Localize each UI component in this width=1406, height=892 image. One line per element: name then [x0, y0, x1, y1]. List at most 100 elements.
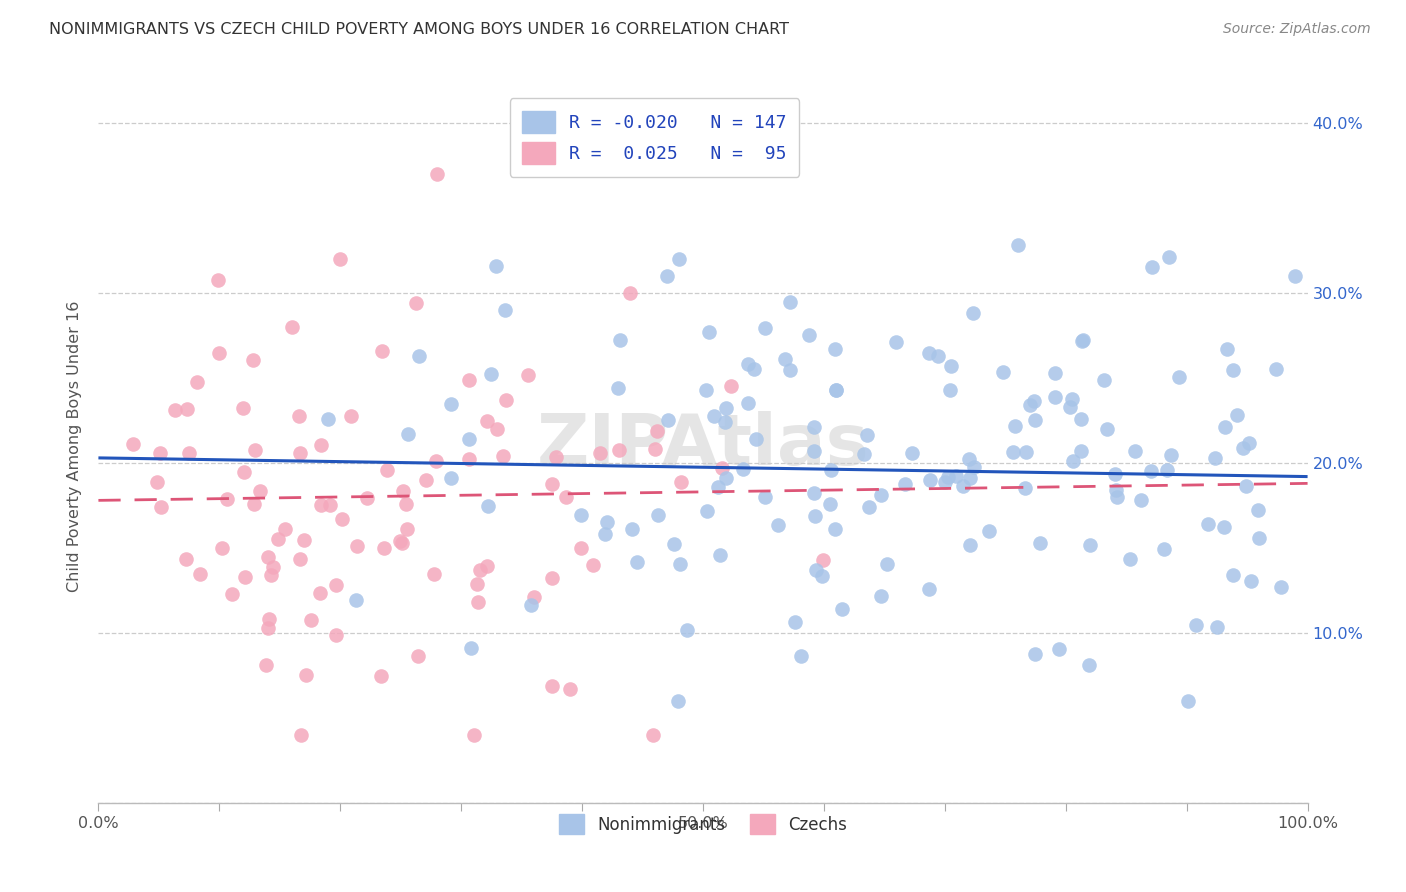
Point	[146, 475, 169, 489]
Point	[176, 401, 198, 416]
Point	[232, 465, 254, 479]
Point	[294, 668, 316, 682]
Point	[465, 577, 488, 591]
Point	[259, 611, 281, 625]
Point	[339, 409, 361, 424]
Point	[207, 273, 229, 287]
Point	[388, 534, 411, 549]
Point	[593, 527, 616, 541]
Point	[606, 380, 628, 394]
Point	[457, 373, 479, 387]
Point	[243, 497, 266, 511]
Point	[803, 444, 825, 458]
Point	[309, 586, 332, 600]
Point	[779, 362, 801, 376]
Point	[468, 563, 491, 577]
Point	[1212, 520, 1234, 534]
Point	[555, 491, 578, 505]
Point	[918, 346, 941, 360]
Point	[477, 413, 499, 427]
Point	[149, 500, 172, 515]
Point	[396, 426, 419, 441]
Point	[408, 349, 430, 363]
Point	[288, 409, 311, 423]
Point	[215, 491, 238, 506]
Point	[1249, 532, 1271, 546]
Point	[1215, 342, 1237, 356]
Legend: Nonimmigrants, Czechs: Nonimmigrants, Czechs	[553, 807, 853, 841]
Point	[939, 359, 962, 374]
Point	[405, 296, 427, 310]
Point	[415, 473, 437, 487]
Point	[1167, 370, 1189, 384]
Point	[1232, 441, 1254, 455]
Point	[1078, 657, 1101, 672]
Point	[714, 471, 737, 485]
Point	[1071, 333, 1094, 347]
Point	[596, 515, 619, 529]
Point	[870, 589, 893, 603]
Point	[299, 613, 322, 627]
Point	[329, 252, 352, 266]
Point	[426, 167, 449, 181]
Point	[188, 566, 211, 581]
Point	[517, 368, 540, 383]
Point	[1047, 641, 1070, 656]
Point	[963, 459, 986, 474]
Point	[1059, 400, 1081, 414]
Point	[938, 383, 960, 397]
Point	[644, 442, 666, 456]
Point	[754, 321, 776, 335]
Point	[1104, 467, 1126, 481]
Point	[1007, 237, 1029, 252]
Point	[211, 541, 233, 556]
Point	[790, 649, 813, 664]
Point	[1029, 535, 1052, 549]
Point	[1222, 363, 1244, 377]
Point	[440, 471, 463, 485]
Point	[1022, 394, 1045, 409]
Point	[494, 302, 516, 317]
Point	[655, 269, 678, 284]
Point	[254, 658, 277, 673]
Point	[1222, 568, 1244, 582]
Point	[894, 477, 917, 491]
Point	[1160, 448, 1182, 462]
Point	[641, 728, 664, 742]
Point	[720, 379, 742, 393]
Point	[392, 483, 415, 498]
Point	[813, 553, 835, 567]
Point	[666, 694, 689, 708]
Point	[662, 537, 685, 551]
Point	[977, 524, 1000, 539]
Point	[267, 532, 290, 546]
Text: ZIPAtlas: ZIPAtlas	[537, 411, 869, 481]
Point	[852, 447, 875, 461]
Point	[541, 571, 564, 585]
Point	[1239, 574, 1261, 588]
Point	[824, 342, 846, 356]
Point	[709, 548, 731, 562]
Point	[541, 477, 564, 491]
Point	[696, 504, 718, 518]
Point	[274, 522, 297, 536]
Point	[344, 592, 367, 607]
Point	[1001, 444, 1024, 458]
Point	[260, 567, 283, 582]
Text: Source: ZipAtlas.com: Source: ZipAtlas.com	[1223, 22, 1371, 37]
Point	[495, 393, 517, 408]
Point	[1284, 269, 1306, 284]
Point	[876, 558, 898, 572]
Point	[936, 470, 959, 484]
Point	[523, 590, 546, 604]
Point	[1234, 479, 1257, 493]
Point	[959, 470, 981, 484]
Point	[1071, 334, 1094, 348]
Point	[457, 432, 479, 446]
Point	[232, 401, 254, 415]
Point	[309, 438, 332, 452]
Point	[1070, 444, 1092, 458]
Point	[492, 449, 515, 463]
Point	[330, 512, 353, 526]
Point	[463, 728, 485, 742]
